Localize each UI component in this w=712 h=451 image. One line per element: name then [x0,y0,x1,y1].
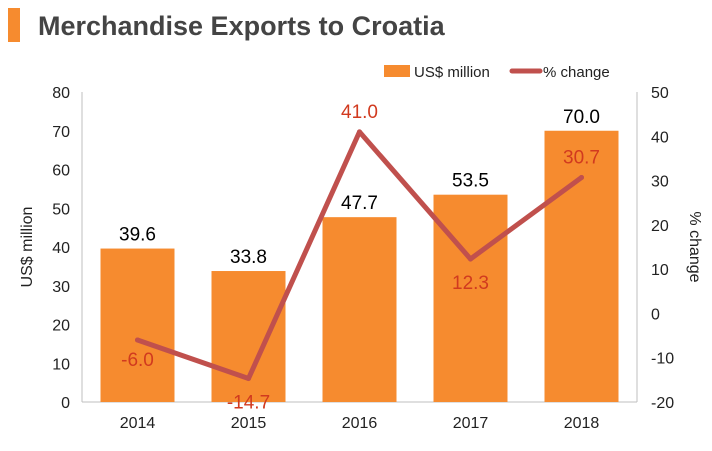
legend-bar-label: US$ million [414,64,490,81]
line-data-label: -14.7 [227,393,270,414]
line-data-label: -6.0 [121,350,154,371]
x-tick-label: 2014 [120,415,156,432]
y-tick-label: 60 [52,163,70,180]
chart-title: Merchandise Exports to Croatia [38,11,445,41]
y2-tick-label: 20 [651,218,669,235]
y2-tick-label: 30 [651,174,669,191]
y-tick-label: 30 [52,279,70,296]
y-tick-label: 50 [52,201,70,218]
line-data-label: 12.3 [452,273,489,294]
title-accent-bar [8,8,20,42]
bar [322,217,397,402]
y2-tick-label: 0 [651,306,660,323]
legend-line-label: % change [543,64,610,81]
x-tick-label: 2016 [342,415,378,432]
y2-tick-label: -20 [651,395,674,412]
x-tick-label: 2015 [231,415,267,432]
y-tick-label: 20 [52,318,70,335]
x-tick-label: 2018 [564,415,600,432]
bar [100,248,175,402]
x-tick-label: 2017 [453,415,489,432]
y2-tick-label: -10 [651,351,674,368]
bar-data-label: 70.0 [563,107,600,128]
legend-bar-swatch [384,65,410,77]
y2-tick-label: 10 [651,262,669,279]
bar-data-label: 53.5 [452,171,489,192]
y-tick-label: 0 [61,395,70,412]
bar-data-label: 47.7 [341,193,378,214]
y-tick-label: 10 [52,356,70,373]
line-point [357,129,362,135]
y2-tick-label: 50 [651,85,669,102]
line-point [246,376,251,382]
bar [544,130,619,402]
line-point [135,337,140,343]
y-tick-label: 80 [52,85,70,102]
y-axis-title: US$ million [19,207,36,288]
y-tick-label: 70 [52,124,70,141]
y2-tick-label: 40 [651,129,669,146]
line-point [579,174,584,180]
bar [211,271,286,402]
y-tick-label: 40 [52,240,70,257]
bar-data-label: 39.6 [119,225,156,246]
bar-data-label: 33.8 [230,247,267,268]
y2-axis-title: % change [686,211,703,282]
line-point [468,256,473,262]
line-data-label: 41.0 [341,102,378,123]
line-data-label: 30.7 [563,147,600,168]
